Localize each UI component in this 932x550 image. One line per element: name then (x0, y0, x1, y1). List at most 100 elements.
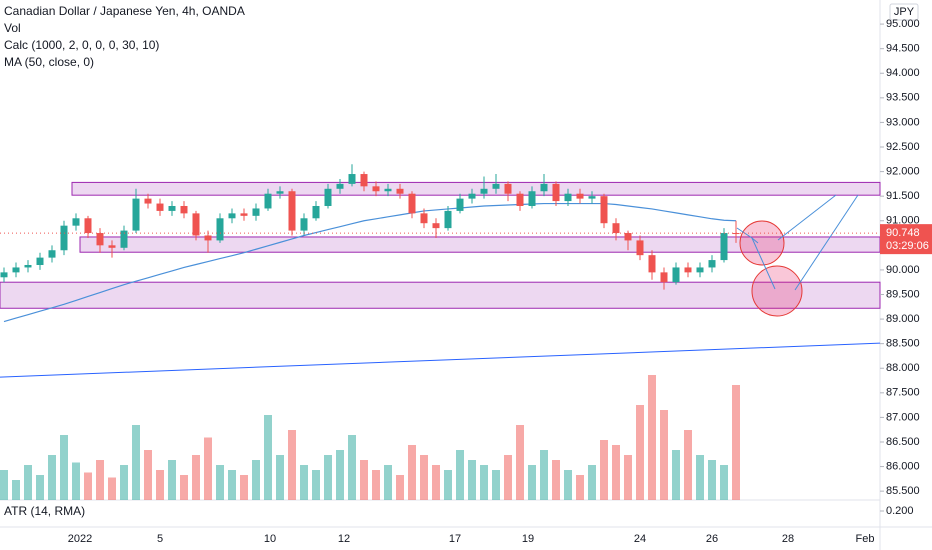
candle-body (444, 210, 452, 229)
y-tick-label: 87.500 (886, 387, 920, 399)
volume-bar (492, 470, 500, 500)
candle-body (480, 188, 488, 194)
chart-title: Canadian Dollar / Japanese Yen, 4h, OAND… (4, 4, 245, 18)
y-tick-label: 92.500 (886, 141, 920, 153)
volume-bar (120, 465, 128, 500)
volume-bar (528, 465, 536, 500)
target-circle (751, 265, 803, 317)
projection-arrow (777, 194, 837, 241)
candle-body (336, 183, 344, 189)
candle-body (456, 198, 464, 211)
volume-bar (636, 405, 644, 500)
projection-arrow (751, 237, 776, 290)
currency-badge[interactable] (889, 3, 919, 21)
candle-body (432, 223, 440, 229)
y-tick-label: 88.500 (886, 338, 920, 350)
volume-bar (300, 465, 308, 500)
indicator-label: ATR (14, RMA) (4, 504, 85, 518)
volume-bar (720, 465, 728, 500)
volume-bar (540, 450, 548, 500)
candle-body (636, 240, 644, 256)
currency[interactable]: JPY (894, 6, 915, 18)
volume-bar (312, 470, 320, 500)
candle-body (288, 191, 296, 231)
candle-body (168, 205, 176, 211)
volume-bar (384, 465, 392, 500)
candle-body (696, 267, 704, 273)
candle-body (156, 203, 164, 211)
candle-body (24, 264, 32, 268)
candle-body (204, 235, 212, 241)
candle-body (660, 272, 668, 283)
x-tick-label: 28 (782, 533, 794, 545)
volume-bar (600, 440, 608, 500)
volume-bar (48, 455, 56, 500)
volume-bar (660, 410, 668, 500)
volume-bar (684, 430, 692, 500)
candle-body (684, 267, 692, 273)
trendline (0, 342, 881, 378)
candle-body (180, 205, 188, 214)
x-tick-label: 17 (449, 533, 461, 545)
y-tick-label: 93.500 (886, 92, 920, 104)
volume-bar (156, 470, 164, 500)
candle-body (540, 183, 548, 192)
last-price-label: 90.748 (886, 227, 920, 239)
x-tick-label: 5 (157, 533, 163, 545)
candle-body (312, 205, 320, 219)
moving-average (3, 202, 737, 323)
projection-arrow (794, 194, 859, 291)
candle-body (372, 186, 380, 192)
candle-body (576, 193, 584, 199)
candle-body (36, 257, 44, 265)
volume-bar (216, 465, 224, 500)
candle-body (408, 193, 416, 214)
indicator-label: Vol (4, 21, 21, 35)
target-circle (739, 220, 785, 266)
countdown-label: 03:29:06 (886, 240, 929, 252)
volume-bar (612, 445, 620, 500)
candle-body (192, 213, 200, 236)
candle-body (300, 218, 308, 231)
volume-bar (228, 470, 236, 500)
volume-bar (240, 475, 248, 500)
volume-bar (516, 425, 524, 500)
volume-bar (480, 465, 488, 500)
candle-body (384, 188, 392, 192)
volume-bar (504, 455, 512, 500)
volume-bar (420, 455, 428, 500)
candle-body (468, 193, 476, 199)
legend-bg (0, 0, 300, 70)
atr-tick-label: 0.200 (886, 505, 914, 517)
volume-bar (108, 477, 116, 500)
candle-body (612, 223, 620, 234)
volume-bar (276, 455, 284, 500)
volume-bar (60, 435, 68, 500)
y-tick-label: 90.000 (886, 264, 920, 276)
x-tick-label: Feb (856, 533, 875, 545)
volume-bar (468, 460, 476, 500)
candle-body (672, 267, 680, 283)
y-tick-label: 94.000 (886, 67, 920, 79)
volume-bar (672, 450, 680, 500)
volume-bar (348, 435, 356, 500)
volume-bar (396, 475, 404, 500)
volume-bar (648, 375, 656, 500)
candle-body (528, 191, 536, 206)
x-tick-label: 19 (522, 533, 534, 545)
candle-body (216, 218, 224, 241)
candle-body (72, 218, 80, 226)
candle-body (120, 230, 128, 248)
x-tick-label: 2022 (68, 533, 92, 545)
candle-body (324, 188, 332, 206)
candle-body (720, 233, 728, 261)
volume-bar (588, 465, 596, 500)
y-tick-label: 86.000 (886, 460, 920, 472)
candle-body (144, 198, 152, 204)
y-tick-label: 89.000 (886, 313, 920, 325)
candle-body (252, 208, 260, 216)
volume-bar (696, 455, 704, 500)
candle-body (708, 260, 716, 268)
candle-body (564, 193, 572, 202)
volume-bar (408, 445, 416, 500)
